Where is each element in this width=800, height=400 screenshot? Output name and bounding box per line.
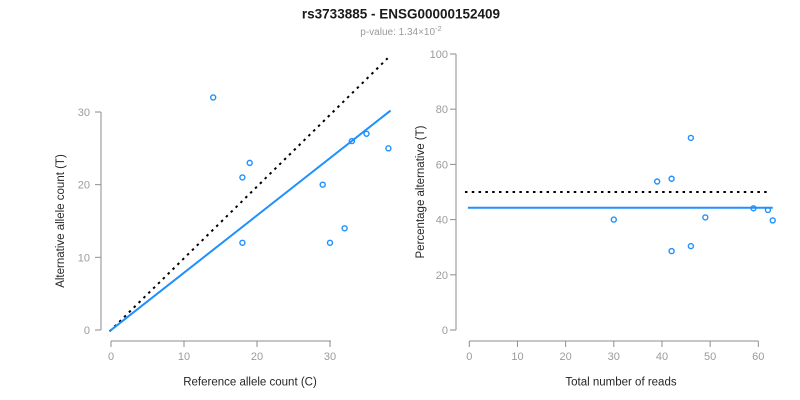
data-point	[764, 206, 772, 214]
figure-title: rs3733885 - ENSG00000152409	[302, 7, 500, 22]
x-tick-label: 0	[466, 351, 472, 363]
y-tick-label: 0	[84, 325, 90, 337]
left-x-axis-title: Reference allele count (C)	[183, 377, 317, 389]
x-tick-label: 30	[324, 351, 336, 363]
fit-line	[108, 109, 392, 332]
x-tick-label: 10	[511, 351, 523, 363]
data-point	[348, 137, 356, 145]
right-plot-area: 0 10 20 30 40 50 60 0 20 40 60 80 100	[430, 49, 776, 363]
data-point	[702, 214, 709, 221]
right-y-axis-title: Percentage alternative (T)	[415, 125, 427, 258]
left-plot-area: 0 10 20 30 0 10 20 30	[78, 57, 392, 363]
data-point	[750, 205, 757, 212]
x-tick-label: 0	[108, 351, 114, 363]
data-point	[385, 145, 392, 152]
y-tick-label: 20	[436, 270, 448, 282]
x-tick-label: 10	[178, 351, 190, 363]
data-point	[653, 178, 661, 185]
left-y-axis-title: Alternative allele count (T)	[55, 154, 67, 288]
x-tick-label: 50	[704, 351, 716, 363]
subtitle-exponent: -2	[435, 24, 442, 33]
x-tick-label: 40	[656, 351, 668, 363]
data-point	[326, 239, 334, 246]
data-point	[668, 175, 675, 182]
y-tick-label: 30	[78, 107, 90, 119]
data-point	[769, 217, 776, 224]
x-tick-label: 30	[608, 351, 620, 363]
figure-subtitle: p-value: 1.34×10-2	[360, 24, 441, 38]
y-tick-label: 0	[442, 325, 448, 337]
data-point	[668, 247, 675, 255]
x-tick-label: 20	[251, 351, 263, 363]
x-tick-label: 20	[560, 351, 572, 363]
y-tick-label: 60	[436, 159, 448, 171]
data-point	[319, 181, 326, 188]
data-point	[341, 225, 348, 232]
y-tick-label: 40	[436, 215, 448, 227]
y-tick-label: 80	[436, 104, 448, 116]
data-point	[209, 94, 217, 101]
right-scatter-plot: Total number of reads Percentage alterna…	[415, 49, 776, 389]
data-point	[687, 242, 695, 250]
y-tick-label: 100	[430, 49, 448, 61]
left-scatter-plot: Reference allele count (C) Alternative a…	[55, 57, 392, 389]
data-point	[610, 216, 618, 223]
right-x-axis-title: Total number of reads	[565, 377, 676, 389]
y-tick-label: 20	[78, 180, 90, 192]
data-point	[246, 159, 253, 167]
data-point	[363, 130, 370, 137]
data-point	[239, 239, 246, 246]
subtitle-text: p-value: 1.34×10	[360, 27, 435, 38]
data-point	[239, 174, 246, 181]
x-tick-label: 60	[752, 351, 764, 363]
data-point	[687, 134, 695, 142]
y-tick-label: 10	[78, 252, 90, 264]
identity-line	[108, 57, 389, 333]
